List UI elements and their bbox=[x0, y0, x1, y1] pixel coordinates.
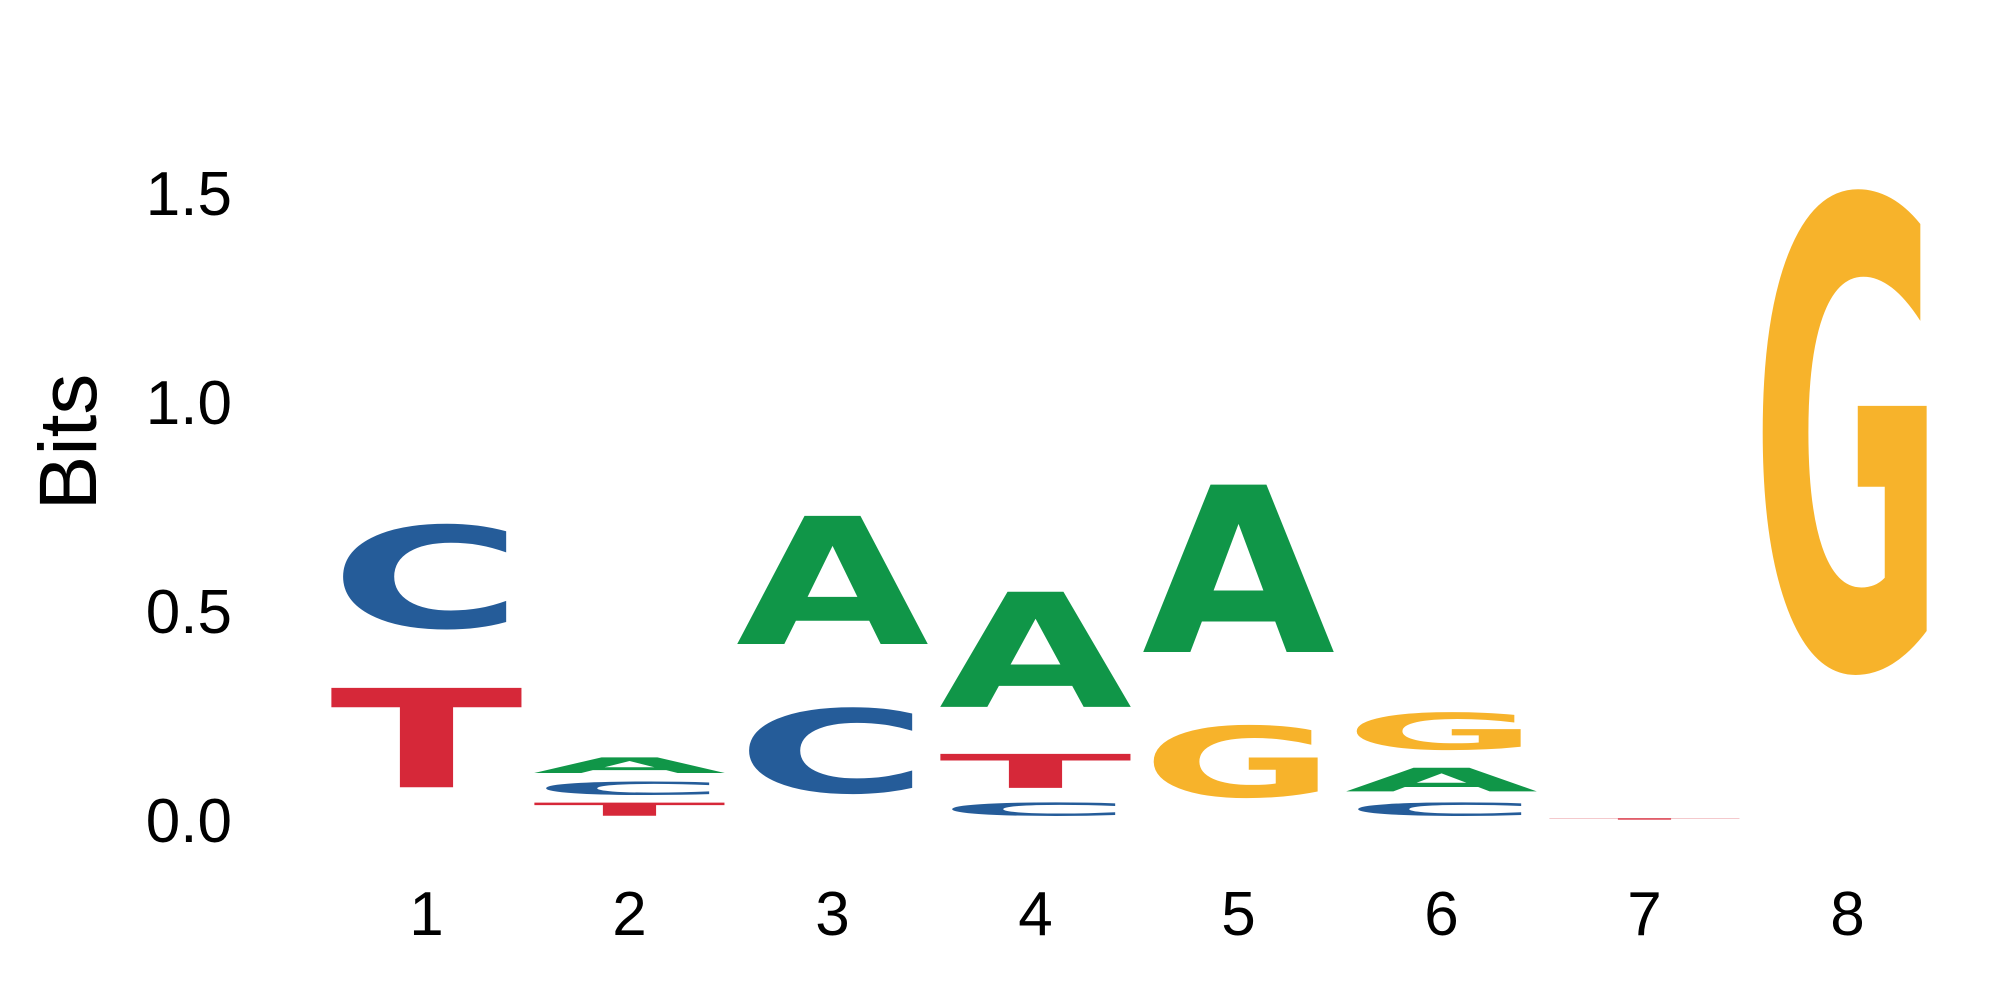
logo-letter-c: C bbox=[939, 799, 1132, 820]
logo-letter-c: C bbox=[1345, 799, 1538, 820]
logo-letter-a: A bbox=[533, 753, 726, 778]
y-tick-label: 0.5 bbox=[146, 578, 232, 647]
x-tick-label: 5 bbox=[1221, 880, 1255, 949]
y-axis: 0.0 0.5 1.0 1.5 bbox=[146, 160, 232, 856]
logo-letter-g: G bbox=[1345, 703, 1538, 762]
x-tick-label: 8 bbox=[1830, 880, 1864, 949]
y-tick-label: 0.0 bbox=[146, 787, 232, 856]
x-tick-label: 2 bbox=[612, 880, 646, 949]
y-tick-label: 1.5 bbox=[146, 160, 232, 229]
logo-letter-t: T bbox=[1548, 818, 1741, 820]
y-tick-label: 1.0 bbox=[146, 369, 232, 438]
x-axis: 1 2 3 4 5 6 7 8 bbox=[409, 880, 1864, 949]
x-tick-label: 3 bbox=[815, 880, 849, 949]
logo-letter-a: A bbox=[1345, 761, 1538, 799]
x-tick-label: 7 bbox=[1627, 880, 1661, 949]
logo-letter-g: G bbox=[1751, 71, 1944, 819]
logo-letter-c: C bbox=[330, 497, 523, 660]
logo-letter-t: T bbox=[533, 799, 726, 820]
logo-letter-a: A bbox=[736, 481, 929, 686]
logo-letter-a: A bbox=[1142, 439, 1335, 706]
logo-letter-c: C bbox=[533, 778, 726, 799]
x-tick-label: 6 bbox=[1424, 880, 1458, 949]
x-tick-label: 4 bbox=[1018, 880, 1052, 949]
logo-letter-t: T bbox=[939, 745, 1132, 799]
x-tick-label: 1 bbox=[409, 880, 443, 949]
y-axis-title: Bits bbox=[23, 374, 114, 511]
logo-letter-a: A bbox=[939, 561, 1132, 745]
logo-letter-t: T bbox=[330, 661, 523, 819]
logo-letter-c: C bbox=[736, 686, 929, 820]
logo-letter-g: G bbox=[1142, 707, 1335, 820]
